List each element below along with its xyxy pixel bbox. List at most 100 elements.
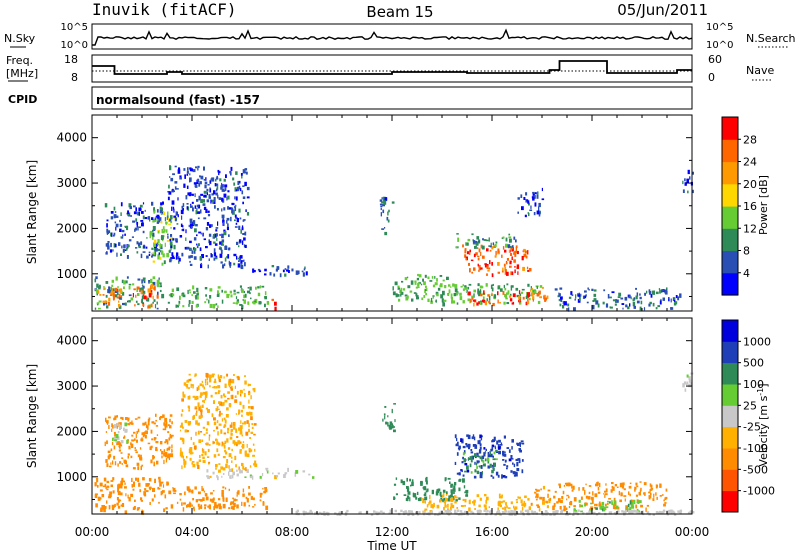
data-cell	[431, 489, 434, 495]
data-cell	[138, 242, 141, 247]
data-cell	[516, 264, 520, 269]
data-cell	[246, 186, 250, 191]
data-cell	[476, 236, 480, 240]
data-cell	[517, 271, 519, 275]
data-cell	[485, 448, 487, 451]
data-cell	[649, 483, 652, 487]
data-cell	[197, 178, 200, 182]
data-cell	[573, 508, 577, 512]
data-cell	[162, 484, 165, 488]
data-cell	[216, 420, 219, 424]
data-cell	[246, 196, 250, 199]
data-cell	[406, 495, 410, 499]
data-cell	[473, 267, 476, 271]
data-cell	[236, 255, 238, 260]
data-cell	[105, 459, 108, 463]
data-cell	[236, 469, 238, 472]
data-cell	[499, 302, 501, 304]
data-cell	[221, 208, 223, 212]
data-cell	[247, 383, 250, 387]
data-cell	[574, 298, 576, 301]
data-cell	[570, 291, 573, 295]
data-cell	[421, 283, 423, 286]
data-cell	[242, 466, 245, 470]
data-cell	[203, 399, 205, 404]
data-cell	[232, 475, 234, 479]
data-cell	[187, 395, 191, 400]
data-cell	[228, 294, 230, 296]
data-cell	[165, 458, 168, 463]
data-cell	[229, 378, 232, 383]
data-cell	[486, 265, 489, 270]
data-cell	[573, 307, 576, 311]
data-cell	[491, 446, 494, 451]
data-cell	[153, 437, 156, 441]
ground-scatter-cell	[646, 511, 650, 514]
data-cell	[147, 289, 151, 292]
data-cell	[242, 201, 244, 205]
data-cell	[274, 306, 277, 311]
data-cell	[235, 222, 238, 225]
data-cell	[217, 221, 219, 226]
data-cell	[132, 293, 134, 298]
data-cell	[451, 300, 454, 304]
data-cell	[209, 188, 212, 193]
data-cell	[554, 490, 557, 493]
data-cell	[193, 249, 196, 254]
data-cell	[393, 403, 396, 405]
data-cell	[456, 496, 458, 499]
data-cell	[213, 381, 217, 383]
data-cell	[229, 424, 233, 428]
nsky-strip-frame	[91, 23, 693, 50]
data-cell	[122, 480, 125, 483]
colorbar-swatch	[722, 228, 738, 252]
data-cell	[480, 465, 483, 469]
data-cell	[209, 187, 211, 189]
data-cell	[153, 463, 156, 467]
data-cell	[598, 482, 601, 488]
data-cell	[152, 301, 154, 304]
ground-scatter-cell	[575, 511, 578, 514]
data-cell	[152, 282, 156, 285]
data-cell	[190, 218, 192, 222]
data-cell	[521, 206, 524, 211]
data-cell	[460, 438, 463, 442]
data-cell	[162, 226, 165, 230]
data-cell	[286, 269, 289, 272]
data-cell	[96, 292, 98, 296]
data-cell	[192, 498, 194, 501]
data-cell	[501, 270, 504, 273]
data-cell	[208, 461, 211, 464]
data-cell	[189, 263, 193, 266]
data-cell	[168, 184, 170, 189]
data-cell	[691, 189, 694, 194]
data-cell	[541, 187, 543, 192]
data-cell	[219, 253, 223, 258]
data-cell	[385, 421, 388, 425]
data-cell	[114, 461, 117, 466]
data-cell	[250, 416, 253, 421]
data-cell	[158, 280, 160, 283]
data-cell	[110, 448, 113, 452]
data-cell	[165, 221, 168, 225]
data-cell	[136, 286, 140, 290]
data-cell	[180, 209, 184, 215]
data-cell	[173, 215, 177, 218]
data-cell	[195, 395, 199, 399]
data-cell	[659, 483, 662, 488]
data-cell	[188, 387, 190, 390]
data-cell	[578, 294, 581, 297]
data-cell	[175, 188, 179, 190]
data-cell	[169, 425, 172, 429]
data-cell	[477, 283, 480, 287]
data-cell	[479, 289, 482, 292]
data-cell	[160, 235, 164, 241]
data-cell	[196, 245, 199, 249]
x-tick-label: 20:00	[575, 525, 610, 539]
data-cell	[131, 236, 134, 238]
data-cell	[450, 483, 454, 486]
data-cell	[120, 253, 122, 256]
freq-tick-top: 18	[64, 53, 78, 66]
data-cell	[462, 456, 464, 460]
data-cell	[159, 416, 161, 421]
